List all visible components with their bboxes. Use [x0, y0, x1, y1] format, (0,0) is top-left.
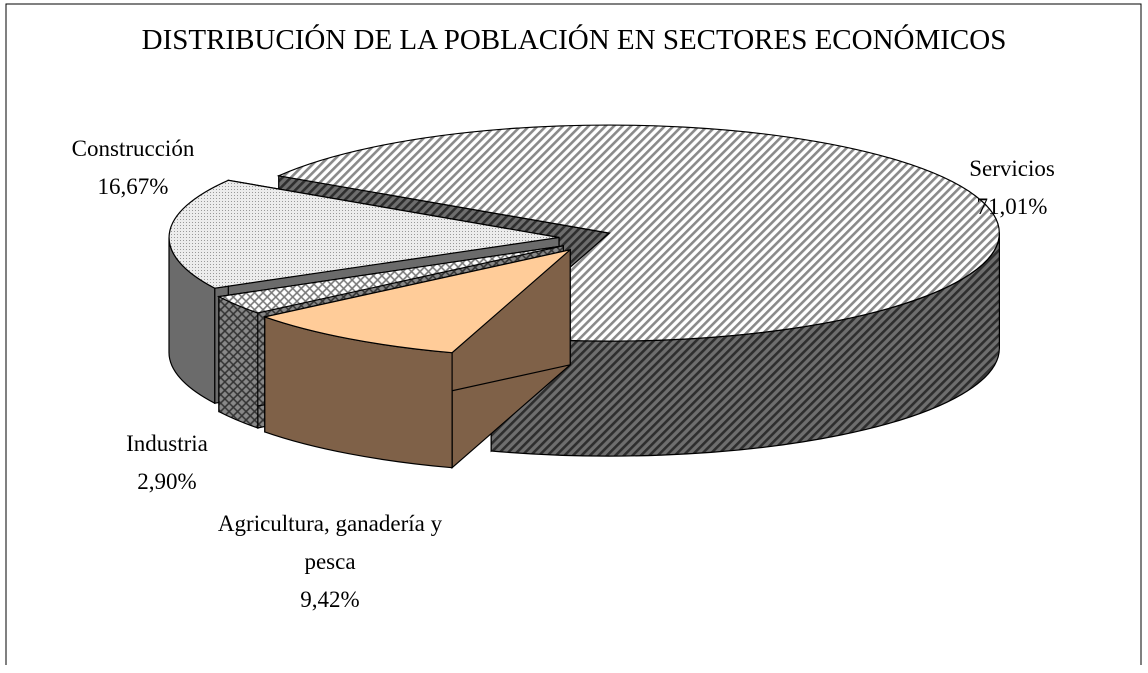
category-label: Industria — [126, 431, 208, 456]
slice-side — [218, 295, 259, 429]
data-label: Construcción 16,67% — [48, 130, 218, 206]
slice — [262, 249, 571, 354]
value-label: 16,67% — [97, 174, 169, 199]
frame — [5, 3, 1142, 665]
data-label: Industria 2,90% — [107, 425, 227, 501]
category-label: Servicios — [969, 156, 1055, 181]
category-label: Construcción — [71, 136, 195, 161]
pie — [168, 124, 1000, 470]
data-label: Servicios 71,01% — [942, 150, 1082, 226]
slice — [216, 245, 564, 314]
slice — [168, 179, 560, 289]
value-label: 71,01% — [976, 194, 1048, 219]
value-label: 9,42% — [300, 587, 360, 612]
data-label: Agricultura, ganadería y pesca 9,42% — [210, 505, 450, 619]
category-label: Agricultura, ganadería y pesca — [217, 511, 443, 574]
slice — [276, 124, 1000, 342]
value-label: 2,90% — [137, 469, 197, 494]
chart-title: DISTRIBUCIÓN DE LA POBLACIÓN EN SECTORES… — [141, 24, 1007, 56]
